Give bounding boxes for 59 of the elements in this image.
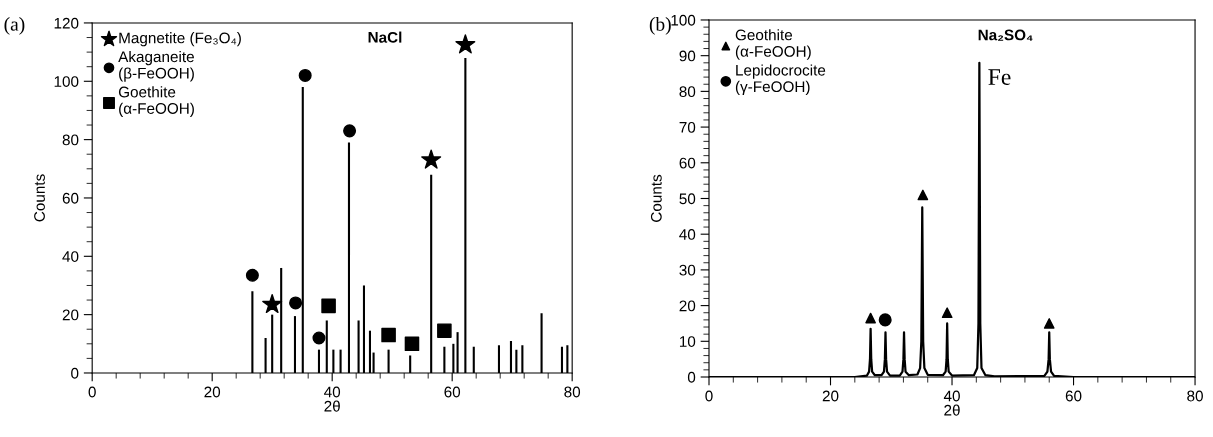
annotation: Fe (988, 69, 1011, 85)
y-tick-label: 10 (679, 336, 696, 347)
x-tick-label: 20 (204, 386, 221, 398)
point (298, 68, 312, 82)
y-tick-label: 60 (679, 157, 696, 169)
x-tick-label: 0 (88, 386, 96, 398)
point (321, 298, 336, 314)
y-tick-label: 90 (679, 50, 696, 62)
point (455, 34, 476, 54)
legend-label: Geothite (α-FeOOH) (735, 29, 811, 60)
point (941, 307, 953, 319)
legend-label: Akaganeite (β-FeOOH) (118, 50, 194, 82)
point (343, 124, 357, 138)
point (1043, 318, 1055, 329)
y-tick-label: 80 (679, 86, 696, 98)
point (381, 327, 396, 343)
x-tick-label: 0 (705, 390, 713, 402)
x-axis-title: 2θ (944, 404, 960, 416)
y-tick-label: 80 (62, 134, 79, 146)
y-tick-label: 100 (54, 76, 79, 87)
point (437, 323, 452, 338)
x-axis-title: 2θ (324, 400, 340, 412)
y-tick-label: 20 (679, 300, 696, 312)
y-tick-label: 50 (679, 193, 696, 205)
point (245, 268, 259, 282)
chart-title: Na₂SO₄ (978, 29, 1033, 41)
y-tick-label: 120 (54, 17, 79, 29)
y-tick-label: 0 (687, 371, 696, 383)
y-tick-label: 40 (62, 251, 79, 262)
y-tick-label: 60 (62, 192, 79, 204)
legend-label: Goethite (α-FeOOH) (118, 86, 194, 117)
legend-label: Magnetite (Fe₃O₄) (119, 32, 241, 47)
y-tick-label: 100 (671, 14, 696, 26)
point (421, 149, 442, 169)
point (312, 331, 326, 345)
x-tick-label: 40 (324, 386, 341, 398)
point (262, 293, 283, 314)
x-tick-label: 60 (444, 386, 461, 398)
y-axis-title: Counts (650, 174, 662, 222)
point (289, 296, 303, 310)
y-tick-label: 40 (679, 229, 696, 240)
chart-title: NaCl (368, 31, 402, 43)
text: (b) (649, 17, 671, 35)
x-tick-label: 60 (1065, 390, 1082, 402)
legend-label: Lepidocrocite (γ-FeOOH) (735, 64, 826, 96)
point (404, 336, 420, 352)
y-tick-label: 20 (62, 309, 79, 321)
x-tick-label: 80 (1187, 390, 1203, 402)
text: (a) (4, 17, 25, 35)
x-tick-label: 20 (822, 390, 839, 402)
y-tick-label: 30 (679, 264, 696, 276)
y-tick-label: 70 (679, 121, 696, 133)
y-tick-label: 0 (71, 367, 79, 379)
point (865, 312, 876, 324)
x-tick-label: 40 (943, 390, 960, 402)
y-axis-title: Counts (34, 174, 45, 222)
x-tick-label: 80 (564, 386, 581, 398)
point (917, 189, 929, 201)
point (878, 313, 892, 327)
